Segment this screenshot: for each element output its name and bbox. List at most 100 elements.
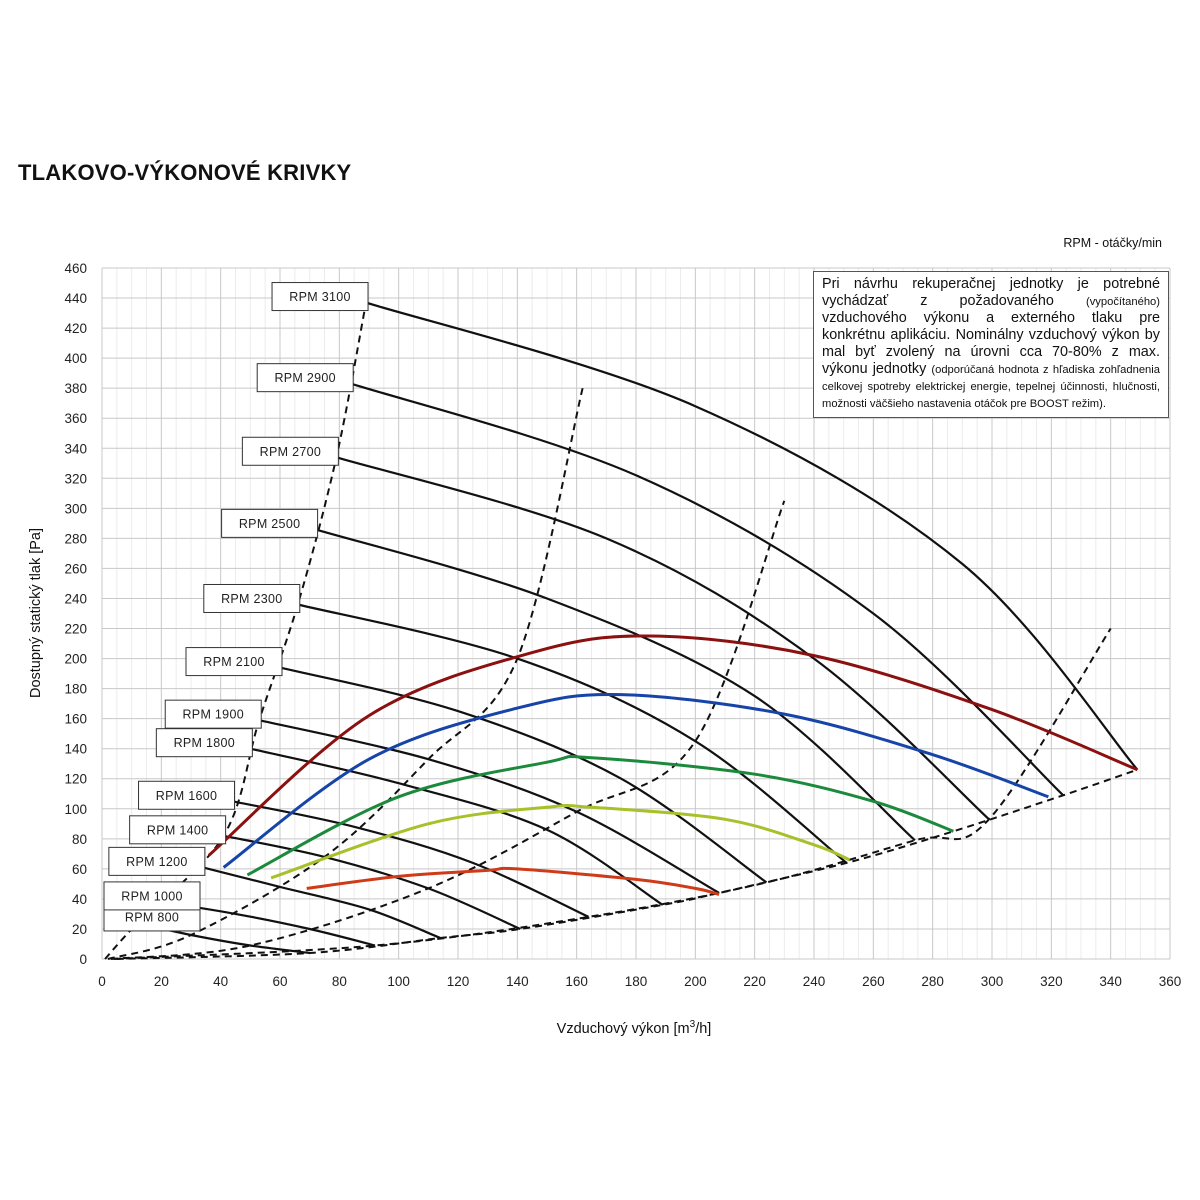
dashed-curve-system-line (116, 768, 1138, 960)
capacity-curves (207, 634, 1138, 896)
x-tick-label: 80 (332, 974, 347, 989)
info-text-small-1: (vypočítaného) (1085, 296, 1160, 308)
x-tick-label: 240 (803, 974, 826, 989)
rpm-label-box (164, 699, 262, 729)
rpm-curve-rpm-2700 (336, 456, 990, 821)
x-tick-label: 160 (565, 974, 588, 989)
y-tick-label: 260 (64, 561, 87, 576)
y-tick-label: 460 (64, 261, 87, 276)
rpm-label-text: RPM 1200 (126, 855, 187, 869)
x-tick-label: 300 (981, 974, 1004, 989)
axis-ticks: 0 20 40 60 80 100 120 140 160 180 200 220 240 260 280 3… (64, 261, 1181, 989)
rpm-labels: RPM 800 RPM 1000 RPM 1200 RPM 1400 RPM 1600 R… (103, 282, 369, 932)
y-axis-label: Dostupný statický tlak [Pa] (28, 528, 44, 698)
design-info-box: Pri návrhu rekuperačnej jednotky je potr… (813, 271, 1169, 418)
rpm-label-text: RPM 1900 (182, 708, 243, 722)
page-title: TLAKOVO-VÝKONOVÉ KRIVKY (18, 160, 352, 185)
y-tick-label: 240 (64, 591, 87, 606)
y-tick-label: 300 (64, 501, 87, 516)
rpm-legend-note: RPM - otáčky/min (1063, 236, 1162, 250)
rpm-curve-rpm-3100 (365, 301, 1139, 771)
rpm-label-box (185, 647, 283, 677)
rpm-label-text: RPM 1000 (121, 889, 182, 903)
rpm-label-box (221, 508, 319, 538)
x-tick-label: 140 (506, 974, 529, 989)
rpm-curve-rpm-1600 (232, 800, 589, 918)
rpm-label-text: RPM 1800 (174, 736, 235, 750)
rpm-curve-rpm-2500 (315, 528, 916, 842)
x-tick-label: 180 (625, 974, 648, 989)
x-tick-label: 280 (921, 974, 944, 989)
rpm-curve-rpm-1400 (223, 834, 521, 931)
y-tick-label: 120 (64, 772, 87, 787)
rpm-label-box (129, 815, 227, 845)
x-tick-label: 40 (213, 974, 228, 989)
y-tick-label: 160 (64, 712, 87, 727)
y-tick-label: 140 (64, 742, 87, 757)
rpm-label-box (103, 881, 201, 911)
y-tick-label: 420 (64, 321, 87, 336)
y-tick-label: 280 (64, 531, 87, 546)
rpm-label-box (138, 780, 236, 810)
dashed-curve-max-speed (104, 302, 367, 960)
rpm-label-text: RPM 2700 (260, 445, 321, 459)
x-tick-label: 320 (1040, 974, 1063, 989)
y-tick-label: 60 (72, 862, 87, 877)
y-tick-label: 320 (64, 471, 87, 486)
x-tick-label: 60 (272, 974, 287, 989)
x-axis-label: Vzduchový výkon [m3/h] (557, 1019, 712, 1037)
y-tick-label: 40 (72, 892, 87, 907)
y-tick-label: 440 (64, 291, 87, 306)
y-tick-label: 20 (72, 922, 87, 937)
rpm-curve-rpm-2900 (350, 382, 1064, 797)
x-tick-label: 200 (684, 974, 707, 989)
y-tick-label: 220 (64, 622, 87, 637)
rpm-label-text: RPM 2500 (239, 517, 300, 531)
x-tick-label: 100 (387, 974, 410, 989)
x-tick-label: 360 (1159, 974, 1182, 989)
info-text-main-1: Pri návrhu rekuperačnej jednotky je potr… (822, 276, 1160, 309)
rpm-label-box (108, 846, 206, 876)
info-text-small-2: (odporúčaná hodnota z hľadiska zohľadnen… (822, 364, 1160, 410)
y-tick-label: 340 (64, 441, 87, 456)
capacity-curve-orange-red (306, 866, 720, 896)
y-tick-label: 80 (72, 832, 87, 847)
rpm-label-text: RPM 2900 (274, 371, 335, 385)
rpm-curve-rpm-1200 (202, 866, 441, 940)
rpm-label-text: RPM 1400 (147, 823, 208, 837)
dashed-curve-mid-flow-2 (113, 627, 1112, 960)
rpm-label-box (155, 728, 253, 758)
rpm-curve-rpm-1900 (258, 719, 720, 894)
x-tick-label: 0 (98, 974, 106, 989)
x-tick-label: 20 (154, 974, 169, 989)
rpm-curve-rpm-2100 (279, 666, 768, 884)
x-tick-label: 260 (862, 974, 885, 989)
rpm-label-text: RPM 3100 (289, 290, 350, 304)
capacity-curve-yellow-green (270, 803, 851, 880)
capacity-curve-blue (222, 692, 1049, 869)
y-tick-label: 380 (64, 381, 87, 396)
info-text-main-2: vzduchového výkonu a externého tlaku pre… (822, 310, 1160, 377)
rpm-label-text: RPM 2300 (221, 592, 282, 606)
x-tick-label: 120 (447, 974, 470, 989)
rpm-label-text: RPM 800 (125, 910, 179, 924)
capacity-curve-green (246, 755, 954, 877)
x-tick-label: 340 (1099, 974, 1122, 989)
y-tick-label: 100 (64, 802, 87, 817)
y-tick-label: 360 (64, 411, 87, 426)
rpm-label-text: RPM 1600 (156, 789, 217, 803)
y-tick-label: 400 (64, 351, 87, 366)
rpm-curve-rpm-1800 (250, 747, 664, 906)
rpm-label-box (256, 363, 354, 393)
x-tick-label: 220 (743, 974, 766, 989)
rpm-label-box (241, 436, 339, 466)
rpm-label-text: RPM 2100 (203, 655, 264, 669)
rpm-label-box (203, 583, 301, 613)
capacity-curve-dark-red (207, 634, 1138, 857)
y-tick-label: 180 (64, 682, 87, 697)
y-tick-label: 0 (79, 952, 87, 967)
y-tick-label: 200 (64, 652, 87, 667)
rpm-curve-rpm-2300 (297, 603, 848, 864)
rpm-label-box (271, 282, 369, 312)
